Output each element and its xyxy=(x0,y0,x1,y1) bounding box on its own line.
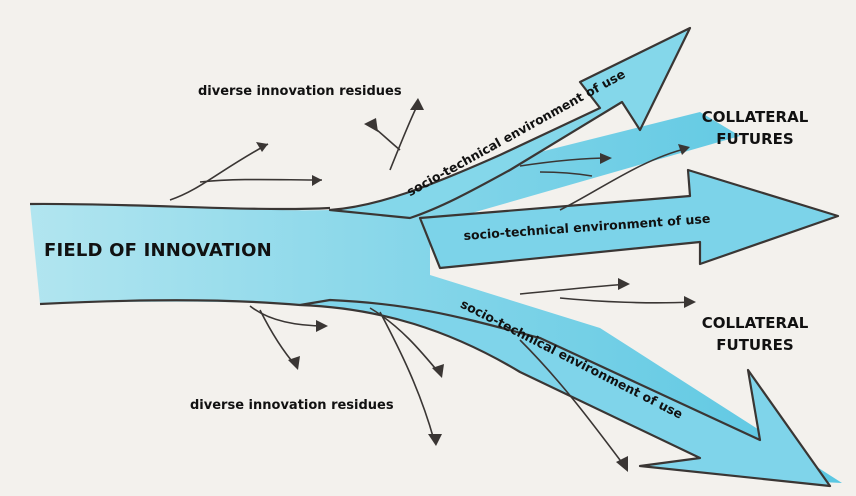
collateral-top-line1: COLLATERAL xyxy=(701,108,809,126)
arrow-bottom-branch xyxy=(298,298,832,488)
residue-label-top: diverse innovation residues xyxy=(198,84,402,99)
field-of-innovation-title: FIELD OF INNOVATION xyxy=(44,240,272,261)
collateral-futures-bottom: COLLATERAL FUTURES xyxy=(685,312,825,356)
main-flow-outline-bottom xyxy=(39,299,301,307)
arrow-top-branch xyxy=(328,26,692,220)
collateral-bottom-line2: FUTURES xyxy=(716,336,794,354)
residue-arrowheads-top xyxy=(256,98,690,186)
collateral-bottom-line1: COLLATERAL xyxy=(701,314,809,332)
residue-arrowheads-bottom xyxy=(288,278,696,472)
residue-label-bottom: diverse innovation residues xyxy=(190,398,394,413)
collateral-top-line2: FUTURES xyxy=(716,130,794,148)
main-flow-outline-top xyxy=(29,202,331,211)
collateral-futures-top: COLLATERAL FUTURES xyxy=(685,106,825,150)
arrow-middle-branch xyxy=(418,168,840,270)
